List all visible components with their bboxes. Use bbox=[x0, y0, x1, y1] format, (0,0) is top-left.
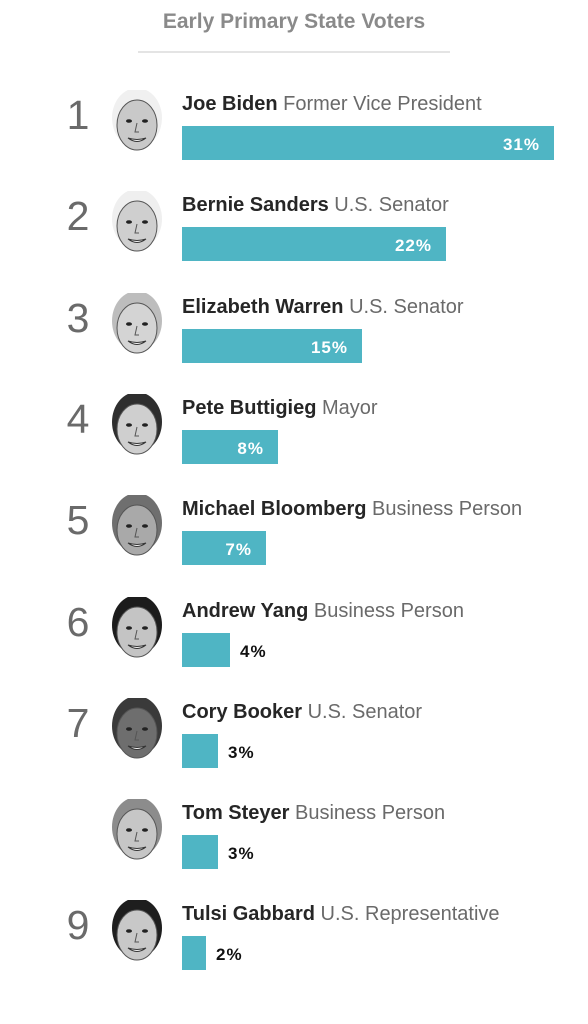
bar bbox=[182, 632, 230, 667]
candidate-label: Michael Bloomberg Business Person bbox=[182, 498, 522, 521]
data-label: 3% bbox=[228, 844, 255, 864]
candidate-label: Cory Booker U.S. Senator bbox=[182, 701, 422, 724]
data-label: 3% bbox=[228, 742, 255, 762]
candidate-name: Pete Buttigieg bbox=[182, 396, 317, 419]
rank-number: 9 bbox=[66, 902, 90, 949]
bloomberg-portrait-icon bbox=[110, 495, 164, 561]
candidate-name: Tom Steyer bbox=[182, 802, 290, 825]
bar bbox=[182, 835, 218, 870]
candidate-row: 3 Elizabeth Warren U.S. Senator 15% bbox=[0, 292, 588, 394]
bar bbox=[182, 328, 362, 363]
bar bbox=[182, 227, 446, 262]
rank-number: 1 bbox=[66, 92, 90, 138]
candidate-role: U.S. Senator bbox=[328, 194, 449, 217]
data-label: 31% bbox=[502, 135, 540, 154]
candidate-role: Former Vice President bbox=[277, 93, 482, 115]
data-label: 22% bbox=[394, 236, 432, 256]
data-label: 15% bbox=[310, 337, 348, 357]
rank-number: 3 bbox=[66, 294, 90, 341]
candidate-row: 9 Tulsi Gabbard U.S. Representative 2% bbox=[0, 900, 588, 1001]
candidate-row: 1 Joe Biden Former Vice President 31% bbox=[0, 90, 588, 191]
candidate-role: Business Person bbox=[289, 802, 446, 825]
bar bbox=[182, 126, 554, 160]
candidate-name: Cory Booker bbox=[182, 700, 303, 723]
candidate-row: 6 Andrew Yang Business Person 4% bbox=[0, 596, 588, 698]
title-divider bbox=[138, 51, 450, 53]
candidate-label: Pete Buttigieg Mayor bbox=[182, 397, 378, 420]
candidate-role: U.S. Senator bbox=[343, 295, 464, 318]
booker-portrait-icon bbox=[110, 697, 164, 764]
candidate-row: 7 Cory Booker U.S. Senator 3% bbox=[0, 697, 588, 799]
candidate-name: Elizabeth Warren bbox=[182, 295, 344, 318]
gabbard-portrait-icon bbox=[110, 900, 164, 966]
data-label: 2% bbox=[216, 945, 243, 965]
candidate-role: Mayor bbox=[316, 396, 378, 419]
candidate-label: Tulsi Gabbard U.S. Representative bbox=[182, 903, 500, 926]
rank-number: 7 bbox=[66, 699, 90, 746]
rank-number: 4 bbox=[66, 395, 90, 442]
bar bbox=[182, 531, 266, 566]
candidate-label: Andrew Yang Business Person bbox=[182, 600, 464, 623]
data-label: 7% bbox=[225, 540, 252, 560]
bar bbox=[182, 429, 278, 464]
data-label: 4% bbox=[240, 641, 267, 661]
rank-number: 2 bbox=[66, 193, 90, 240]
candidate-label: Elizabeth Warren U.S. Senator bbox=[182, 296, 464, 319]
chart-title: Early Primary State Voters bbox=[162, 10, 426, 33]
candidate-row: 4 Pete Buttigieg Mayor 8% bbox=[0, 393, 588, 495]
candidate-label: Bernie Sanders U.S. Senator bbox=[182, 194, 449, 217]
sanders-portrait-icon bbox=[110, 191, 164, 257]
candidate-row: 2 Bernie Sanders U.S. Senator 22% bbox=[0, 191, 588, 292]
candidate-name: Joe Biden bbox=[182, 93, 278, 115]
steyer-portrait-icon bbox=[110, 799, 164, 865]
data-label: 8% bbox=[237, 438, 264, 458]
warren-portrait-icon bbox=[110, 292, 164, 359]
candidate-role: U.S. Representative bbox=[314, 903, 500, 926]
candidate-row: 5 Michael Bloomberg Business Person 7% bbox=[0, 495, 588, 596]
candidate-name: Bernie Sanders bbox=[182, 194, 329, 217]
bar bbox=[182, 936, 206, 971]
candidate-role: Business Person bbox=[366, 498, 523, 521]
buttigieg-portrait-icon bbox=[110, 393, 164, 460]
bar bbox=[182, 733, 218, 768]
candidate-name: Tulsi Gabbard bbox=[182, 903, 315, 926]
yang-portrait-icon bbox=[110, 596, 164, 663]
candidate-role: U.S. Senator bbox=[302, 700, 423, 723]
candidate-name: Andrew Yang bbox=[182, 599, 309, 622]
candidate-role: Business Person bbox=[308, 599, 464, 622]
candidate-label: Joe Biden Former Vice President bbox=[182, 93, 482, 116]
candidate-row: Tom Steyer Business Person 3% bbox=[0, 799, 588, 900]
candidate-label: Tom Steyer Business Person bbox=[182, 802, 445, 825]
rank-number: 5 bbox=[66, 497, 90, 544]
biden-portrait-icon bbox=[110, 90, 164, 156]
candidate-name: Michael Bloomberg bbox=[182, 498, 367, 521]
rank-number: 6 bbox=[66, 598, 90, 645]
